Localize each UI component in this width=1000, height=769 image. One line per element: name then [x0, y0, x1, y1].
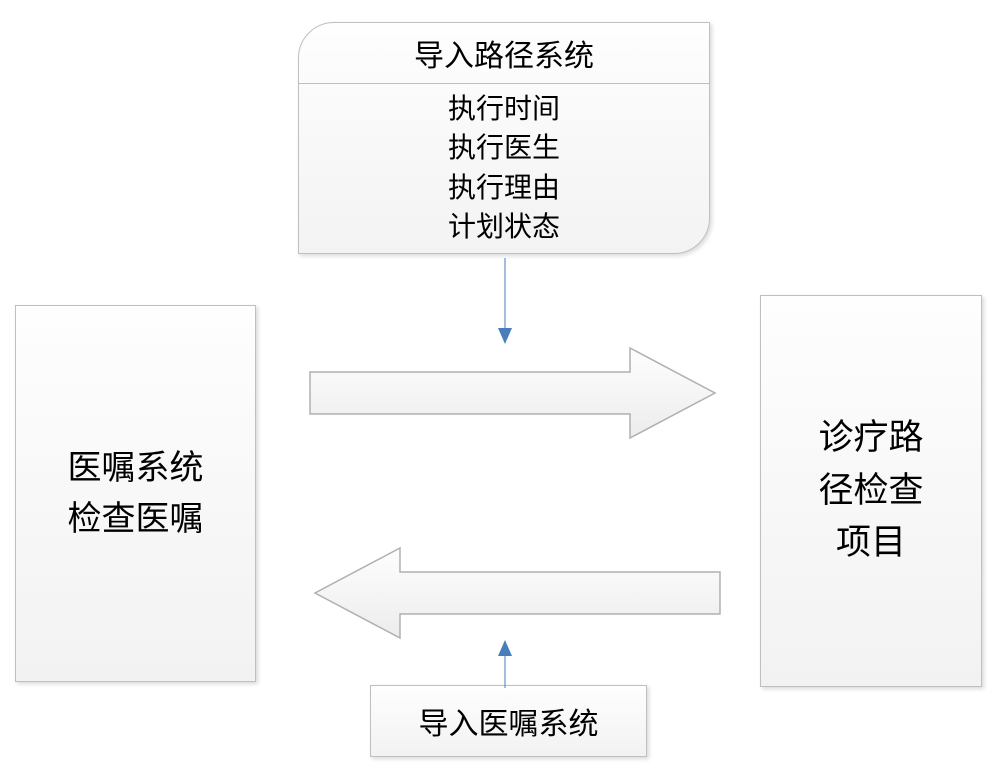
- right-node-line1: 诊疗路: [818, 412, 923, 465]
- top-body-line: 执行医生: [448, 129, 560, 168]
- top-node: 导入路径系统 执行时间 执行医生 执行理由 计划状态: [298, 22, 710, 254]
- top-body-line: 计划状态: [448, 208, 560, 247]
- bottom-node: 导入医嘱系统: [370, 685, 647, 757]
- thin-arrow-down: [490, 258, 520, 344]
- block-arrow-right: [300, 338, 730, 448]
- top-body-line: 执行时间: [448, 90, 560, 129]
- block-arrow-left: [300, 538, 730, 648]
- right-node-line2: 径检查: [818, 465, 923, 518]
- right-node-line3: 项目: [836, 517, 906, 570]
- left-node-line1: 医嘱系统: [68, 443, 204, 494]
- left-node-line2: 检查医嘱: [68, 494, 204, 545]
- top-node-body: 执行时间 执行医生 执行理由 计划状态: [299, 84, 709, 253]
- thin-arrow-up: [490, 640, 520, 688]
- right-node: 诊疗路 径检查 项目: [760, 295, 982, 687]
- left-node: 医嘱系统 检查医嘱: [15, 305, 256, 682]
- bottom-node-label: 导入医嘱系统: [419, 699, 599, 743]
- top-node-header: 导入路径系统: [299, 23, 709, 84]
- top-body-line: 执行理由: [448, 169, 560, 208]
